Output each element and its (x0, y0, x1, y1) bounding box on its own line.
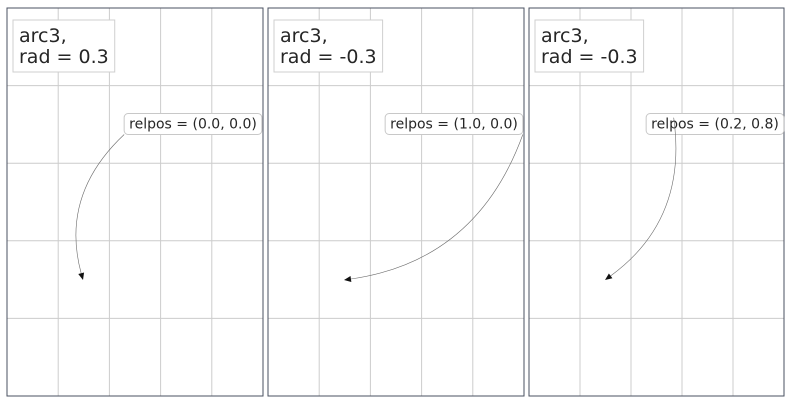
arrowhead (344, 276, 352, 282)
subplot-1: arc3, rad = 0.3 relpos = (0.0, 0.0) (6, 7, 264, 397)
subplot-title: arc3, rad = -0.3 (280, 25, 377, 68)
arrowhead (605, 273, 613, 280)
axes-frame (267, 7, 525, 397)
subplot-2: arc3, rad = -0.3 relpos = (1.0, 0.0) (267, 7, 525, 397)
annotation-label-box (645, 113, 785, 135)
subplot-title: arc3, rad = 0.3 (19, 25, 109, 68)
title-box (534, 19, 645, 73)
annotation-label-box (384, 113, 524, 135)
annotation-label: relpos = (0.0, 0.0) (129, 117, 257, 133)
annotation-arrow (350, 134, 524, 280)
title-box (273, 19, 384, 73)
annotation-label-box (123, 113, 263, 135)
subplot-title: arc3, rad = -0.3 (541, 25, 638, 68)
title-box (12, 19, 116, 73)
annotation-arrow (610, 117, 677, 277)
annotation-arrow (75, 134, 125, 274)
annotation-label: relpos = (1.0, 0.0) (390, 117, 518, 133)
axes-frame (6, 7, 264, 397)
axes-frame (528, 7, 785, 397)
subplot-3: arc3, rad = -0.3 relpos = (0.2, 0.8) (528, 7, 785, 397)
arrowhead (78, 272, 85, 280)
annotation-label: relpos = (0.2, 0.8) (651, 117, 779, 133)
